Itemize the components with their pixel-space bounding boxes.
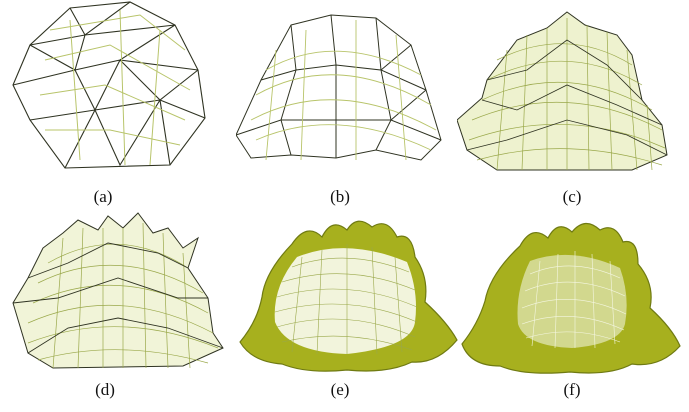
caption-e: (e) [330, 380, 350, 399]
caption-d: (d) [95, 380, 115, 399]
panel-a-mesh [10, 0, 215, 175]
panel-e-mesh [237, 212, 462, 374]
caption-f: (f) [563, 380, 581, 399]
panel-a-wireframe-svg [12, 1, 206, 169]
panel-d-mesh [8, 208, 228, 373]
panel-b-wireframe-svg [236, 14, 442, 161]
panel-e-shaded-svg [239, 220, 458, 372]
panel-b-mesh [236, 10, 444, 175]
caption-a: (a) [93, 187, 113, 206]
caption-b: (b) [330, 187, 350, 206]
panel-c-mesh [457, 10, 677, 180]
caption-c: (c) [562, 187, 582, 206]
panel-d-wireframe-svg [12, 212, 224, 369]
panel-c-wireframe-svg [457, 11, 668, 171]
panel-f-mesh [460, 216, 682, 376]
panel-f-shaded-svg [461, 222, 681, 374]
